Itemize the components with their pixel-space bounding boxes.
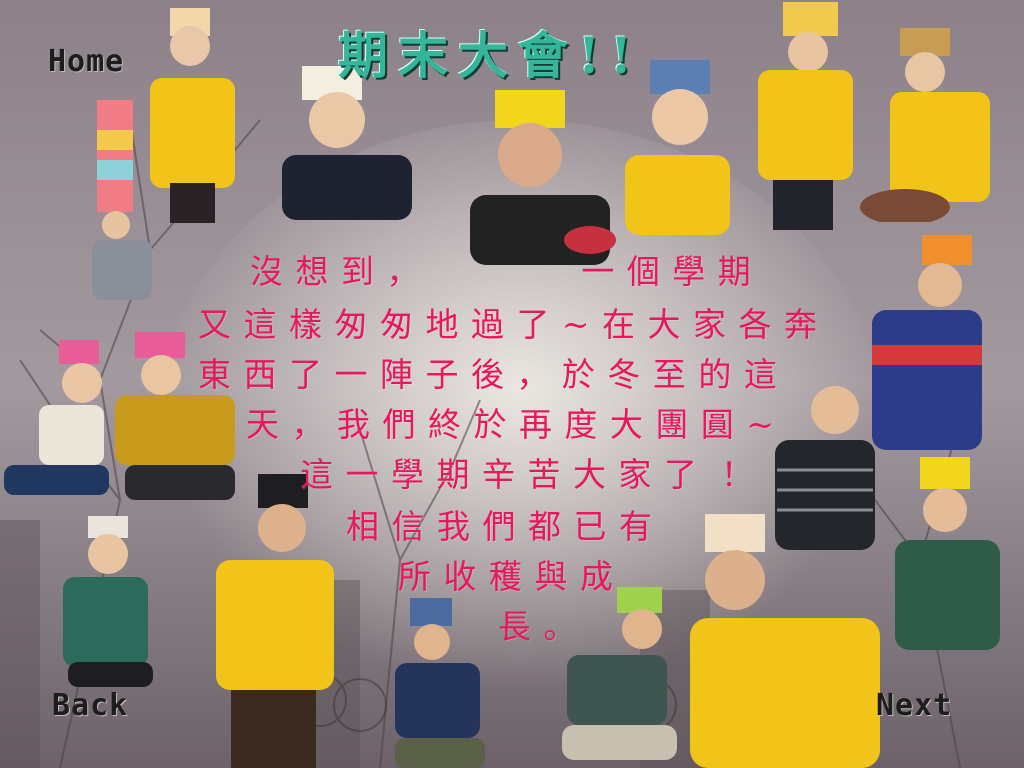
back-button[interactable]: Back xyxy=(52,688,129,723)
person-cat-hat-girl xyxy=(282,66,412,220)
message-line-4: 天 ， 我 們 終 於 再 度 大 團 圓 ~ xyxy=(246,405,776,444)
next-button[interactable]: Next xyxy=(876,688,953,723)
page-title: 期末大會!! xyxy=(338,26,642,85)
person-stacked-hats xyxy=(92,100,152,300)
person-center-panda-hat xyxy=(470,90,616,265)
message-line-8: 長 。 xyxy=(498,607,578,646)
person-plaid-girl xyxy=(63,516,153,687)
person-blue-shirt-crouch xyxy=(395,598,485,768)
person-green-jacket xyxy=(895,457,1000,650)
person-cooking xyxy=(860,28,990,222)
message-line-7: 所 收 穫 與 成 xyxy=(398,557,614,596)
message-line-3: 東 西 了 一 陣 子 後 ， 於 冬 至 的 這 xyxy=(198,355,778,394)
person-yellow-shirt-left xyxy=(216,474,334,768)
message-line-1: 沒 想 到 ， 一 個 學 期 xyxy=(250,252,752,291)
person-mustard-shirt xyxy=(115,332,235,500)
person-green-shirt-crouch xyxy=(562,587,677,760)
person-striped-jacket xyxy=(872,235,982,450)
message-line-6: 相 信 我 們 都 已 有 xyxy=(346,507,653,546)
person-striped-sweater xyxy=(775,386,875,550)
person-shark-hat-girl xyxy=(625,60,730,235)
message-line-2: 又 這 樣 匆 匆 地 過 了 ~ 在 大 家 各 奔 xyxy=(198,305,819,344)
person-top-left-yellow-shirt xyxy=(150,8,235,223)
home-button[interactable]: Home xyxy=(48,44,125,79)
person-yellow-shirt-right xyxy=(690,514,880,768)
message-line-5: 這 一 學 期 辛 苦 大 家 了 ！ xyxy=(300,455,755,494)
person-pink-hat-girl xyxy=(4,340,109,495)
person-giraffe-hat xyxy=(758,2,853,230)
